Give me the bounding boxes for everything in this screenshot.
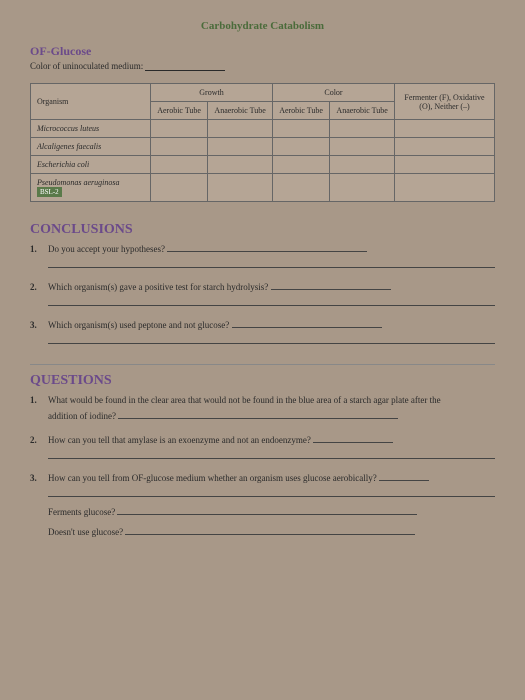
cell[interactable] [272, 174, 329, 202]
cell[interactable] [272, 120, 329, 138]
cell[interactable] [272, 156, 329, 174]
cell[interactable] [151, 120, 208, 138]
question-number: 3. [30, 473, 48, 541]
aerobic-growth-header: Aerobic Tube [151, 102, 208, 120]
answer-line[interactable] [48, 448, 495, 459]
cell[interactable] [330, 156, 395, 174]
cell[interactable] [208, 138, 273, 156]
cell[interactable] [395, 174, 495, 202]
question-label: Which organism(s) gave a positive test f… [48, 282, 268, 292]
organism-cell: Alcaligenes faecalis [31, 138, 151, 156]
answer-line[interactable] [48, 295, 495, 306]
organism-cell: Micrococcus luteus [31, 120, 151, 138]
conclusions-header: CONCLUSIONS [30, 222, 495, 238]
organism-name: Pseudomonas aeruginosa [37, 178, 119, 187]
question-number: 2. [30, 435, 48, 459]
answer-blank[interactable] [117, 514, 417, 515]
growth-header: Growth [151, 84, 273, 102]
answer-blank[interactable] [271, 289, 391, 290]
question-text: How can you tell that amylase is an exoe… [48, 435, 495, 459]
question-label: What would be found in the clear area th… [48, 395, 441, 405]
conclusion-item: 1. Do you accept your hypotheses? [30, 244, 495, 268]
sub-question-label: Ferments glucose? [48, 507, 115, 517]
organism-header: Organism [31, 84, 151, 120]
organism-cell: Escherichia coli [31, 156, 151, 174]
color-header: Color [272, 84, 394, 102]
question-item: 1. What would be found in the clear area… [30, 395, 495, 421]
answer-blank[interactable] [167, 251, 367, 252]
question-item: 2. How can you tell that amylase is an e… [30, 435, 495, 459]
cell[interactable] [151, 174, 208, 202]
table-row: Escherichia coli [31, 156, 495, 174]
cell[interactable] [208, 156, 273, 174]
cell[interactable] [272, 138, 329, 156]
answer-line[interactable] [48, 333, 495, 344]
uninoculated-line: Color of uninoculated medium: [30, 61, 495, 71]
data-table: Organism Growth Color Fermenter (F), Oxi… [30, 83, 495, 202]
question-label: Which organism(s) used peptone and not g… [48, 320, 229, 330]
answer-line[interactable] [48, 257, 495, 268]
question-number: 1. [30, 244, 48, 268]
cell[interactable] [330, 120, 395, 138]
question-text: Do you accept your hypotheses? [48, 244, 495, 268]
cell[interactable] [395, 120, 495, 138]
cell[interactable] [208, 174, 273, 202]
question-label: How can you tell from OF-glucose medium … [48, 473, 377, 483]
anaerobic-color-header: Anaerobic Tube [330, 102, 395, 120]
cell[interactable] [395, 156, 495, 174]
subtitle-text: Color of uninoculated medium: [30, 61, 143, 71]
page-title: Carbohydrate Catabolism [30, 20, 495, 32]
table-row: Pseudomonas aeruginosa BSL-2 [31, 174, 495, 202]
question-label: How can you tell that amylase is an exoe… [48, 435, 311, 445]
aerobic-color-header: Aerobic Tube [272, 102, 329, 120]
cell[interactable] [208, 120, 273, 138]
cell[interactable] [330, 138, 395, 156]
questions-header: QUESTIONS [30, 364, 495, 389]
question-number: 2. [30, 282, 48, 306]
question-item: 3. How can you tell from OF-glucose medi… [30, 473, 495, 541]
organism-cell: Pseudomonas aeruginosa BSL-2 [31, 174, 151, 202]
cell[interactable] [395, 138, 495, 156]
cell[interactable] [330, 174, 395, 202]
answer-line[interactable] [48, 486, 495, 497]
question-label-cont: addition of iodine? [48, 411, 116, 421]
fermenter-header: Fermenter (F), Oxidative (O), Neither (–… [395, 84, 495, 120]
answer-blank[interactable] [125, 534, 415, 535]
conclusion-item: 3. Which organism(s) used peptone and no… [30, 320, 495, 344]
anaerobic-growth-header: Anaerobic Tube [208, 102, 273, 120]
question-text: How can you tell from OF-glucose medium … [48, 473, 495, 541]
answer-blank[interactable] [379, 480, 429, 481]
question-text: What would be found in the clear area th… [48, 395, 495, 421]
question-text: Which organism(s) used peptone and not g… [48, 320, 495, 344]
table-row: Alcaligenes faecalis [31, 138, 495, 156]
answer-blank[interactable] [313, 442, 393, 443]
cell[interactable] [151, 156, 208, 174]
conclusion-item: 2. Which organism(s) gave a positive tes… [30, 282, 495, 306]
sub-question-label: Doesn't use glucose? [48, 527, 123, 537]
cell[interactable] [151, 138, 208, 156]
bsl-tag: BSL-2 [37, 187, 62, 197]
table-row: Micrococcus luteus [31, 120, 495, 138]
question-number: 1. [30, 395, 48, 421]
question-number: 3. [30, 320, 48, 344]
blank-field[interactable] [145, 70, 225, 71]
answer-blank[interactable] [232, 327, 382, 328]
of-glucose-title: OF-Glucose [30, 44, 495, 59]
answer-blank[interactable] [118, 418, 398, 419]
question-text: Which organism(s) gave a positive test f… [48, 282, 495, 306]
question-label: Do you accept your hypotheses? [48, 244, 165, 254]
